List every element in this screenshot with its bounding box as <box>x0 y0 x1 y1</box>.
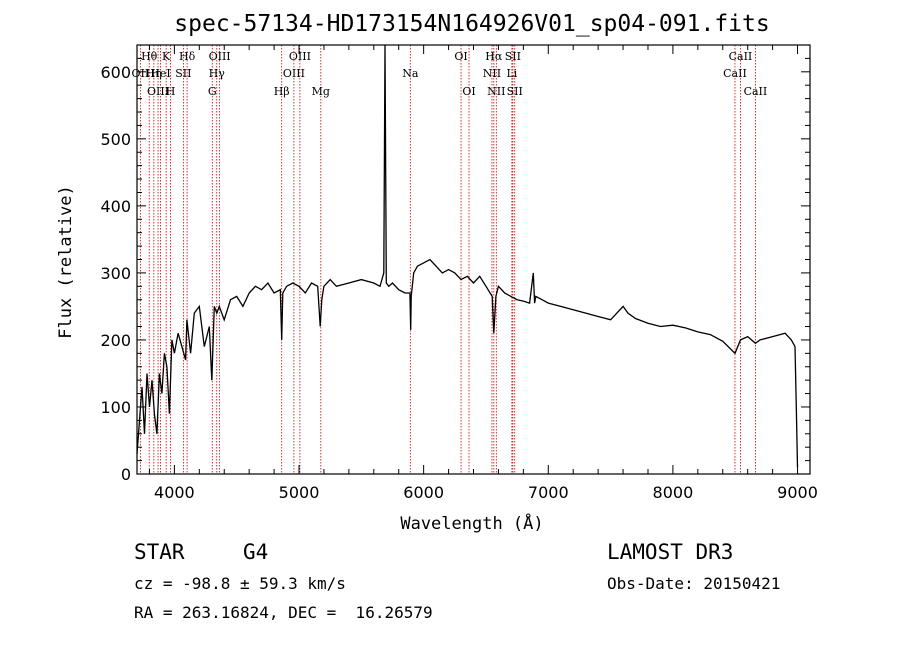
spectral-line-label: OIII <box>209 50 231 63</box>
spectral-line-label: Na <box>402 67 419 80</box>
object-class: STAR <box>134 540 185 564</box>
spectral-line-label: Hα <box>485 50 503 63</box>
flux-series-line <box>136 44 799 468</box>
spectral-line-markers <box>139 45 756 474</box>
x-tick-label: 5000 <box>279 483 320 502</box>
spectral-line-label: CaII <box>729 50 753 63</box>
plot-frame <box>136 44 811 475</box>
object-subclass: G4 <box>243 540 269 564</box>
spectral-line-label: SII <box>507 85 523 98</box>
x-axis-ticks: 4000 5000 6000 7000 8000 9000 <box>148 45 818 502</box>
spectral-line-label: Mg <box>312 85 330 98</box>
spectral-line-label: Hγ <box>209 67 226 80</box>
spectral-line-label: K <box>162 50 171 63</box>
spectral-line-label: SII <box>505 50 521 63</box>
spectral-line-label: Hθ <box>141 50 158 63</box>
spectral-line-label: CaII <box>723 67 747 80</box>
spectral-line-label: SII <box>175 67 191 80</box>
spectral-line-label: CaII <box>744 85 768 98</box>
spectral-line-label: OIII <box>147 85 169 98</box>
coordinates: RA = 263.16824, DEC = 16.26579 <box>134 603 433 622</box>
spectral-line-label: OII <box>132 67 150 80</box>
x-axis-label: Wavelength (Å) <box>400 512 543 534</box>
spectral-line-label: Hη <box>146 67 162 80</box>
y-axis-label: Flux (relative) <box>56 185 76 339</box>
spectral-line-label: Hδ <box>179 50 196 63</box>
redshift-readout: cz = -98.8 ± 59.3 km/s <box>134 574 346 593</box>
spectral-line-label: HeI <box>150 67 170 80</box>
x-tick-label: 9000 <box>777 483 818 502</box>
spectral-line-label: NII <box>483 67 501 80</box>
x-tick-label: 7000 <box>528 483 569 502</box>
y-tick-label: 600 <box>100 63 131 82</box>
spectral-line-label: G <box>208 85 217 98</box>
spectral-line-label: NII <box>487 85 505 98</box>
y-axis-ticks: 0 100 200 300 400 500 600 <box>100 44 810 484</box>
x-tick-label: 8000 <box>653 483 694 502</box>
spectral-line-label: OIII <box>283 67 305 80</box>
survey-name: LAMOST DR3 <box>607 540 734 564</box>
spectral-line-label: OI <box>454 50 467 63</box>
y-tick-label: 200 <box>100 331 131 350</box>
y-tick-label: 400 <box>100 197 131 216</box>
spectral-line-label: Li <box>506 67 517 80</box>
spectral-line-label: H <box>166 85 176 98</box>
y-tick-label: 500 <box>100 130 131 149</box>
spectral-line-label: Hβ <box>274 85 290 98</box>
y-tick-label: 300 <box>100 264 131 283</box>
obs-date: Obs-Date: 20150421 <box>607 574 781 593</box>
y-tick-label: 0 <box>121 465 131 484</box>
spectral-line-label: OI <box>462 85 475 98</box>
chart-title: spec-57134-HD173154N164926V01_sp04-091.f… <box>174 11 769 37</box>
x-tick-label: 4000 <box>154 483 195 502</box>
spectral-line-label: OIII <box>289 50 311 63</box>
spectral-line-labels: OII Hθ Hη OIII HeI K H SII Hδ G Hγ OIII Hβ OIII OIII Mg… <box>132 50 768 98</box>
y-tick-label: 100 <box>100 398 131 417</box>
x-tick-label: 6000 <box>403 483 444 502</box>
